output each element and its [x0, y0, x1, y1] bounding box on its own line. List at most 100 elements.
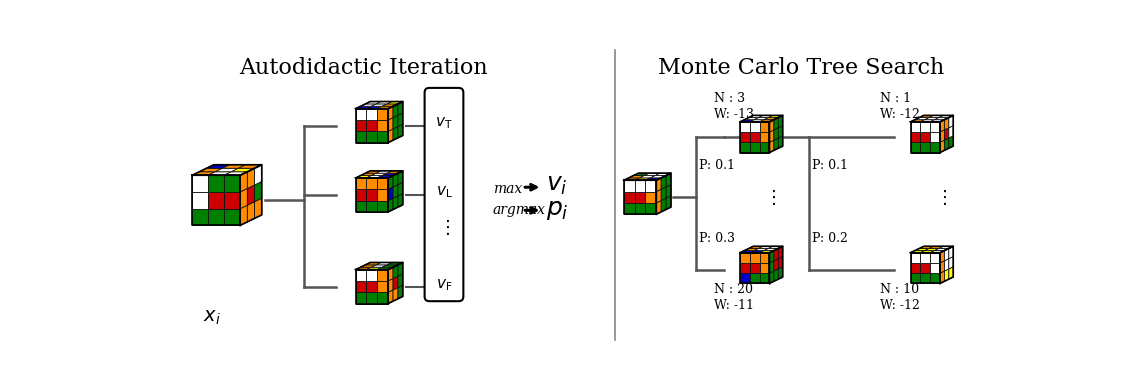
Polygon shape	[740, 263, 750, 273]
Polygon shape	[930, 132, 940, 142]
Polygon shape	[247, 168, 254, 188]
Polygon shape	[356, 269, 366, 281]
Polygon shape	[759, 251, 774, 253]
Polygon shape	[768, 115, 783, 117]
Polygon shape	[920, 251, 935, 253]
Polygon shape	[635, 178, 650, 180]
Polygon shape	[911, 253, 920, 263]
Polygon shape	[366, 189, 377, 201]
Polygon shape	[366, 106, 382, 108]
Polygon shape	[940, 130, 944, 142]
Polygon shape	[376, 171, 392, 173]
Polygon shape	[225, 192, 241, 209]
Polygon shape	[366, 178, 377, 189]
Polygon shape	[759, 273, 770, 283]
Polygon shape	[920, 273, 930, 283]
Polygon shape	[657, 178, 661, 191]
Polygon shape	[774, 128, 779, 140]
Polygon shape	[944, 259, 948, 271]
Polygon shape	[764, 117, 779, 120]
Polygon shape	[366, 292, 377, 303]
Polygon shape	[393, 288, 398, 301]
Polygon shape	[759, 115, 773, 117]
Polygon shape	[356, 106, 372, 108]
Polygon shape	[948, 125, 953, 138]
Polygon shape	[740, 253, 750, 263]
Polygon shape	[759, 122, 770, 132]
Polygon shape	[225, 172, 247, 175]
Polygon shape	[398, 285, 402, 299]
Polygon shape	[740, 122, 750, 132]
Text: P: 0.1: P: 0.1	[812, 159, 848, 172]
Polygon shape	[389, 106, 393, 120]
Polygon shape	[624, 178, 640, 180]
Polygon shape	[360, 173, 376, 176]
Text: W: -12: W: -12	[880, 298, 920, 312]
Polygon shape	[393, 196, 398, 210]
Polygon shape	[657, 201, 661, 214]
Polygon shape	[750, 253, 759, 263]
Polygon shape	[915, 117, 929, 120]
Polygon shape	[944, 249, 948, 261]
Polygon shape	[944, 138, 948, 151]
Polygon shape	[650, 176, 666, 178]
Polygon shape	[393, 127, 398, 140]
Polygon shape	[366, 269, 377, 281]
Polygon shape	[377, 189, 389, 201]
Polygon shape	[372, 173, 388, 176]
Polygon shape	[939, 246, 953, 249]
Text: Monte Carlo Tree Search: Monte Carlo Tree Search	[658, 57, 944, 79]
Polygon shape	[254, 165, 262, 185]
Polygon shape	[640, 176, 656, 178]
Polygon shape	[948, 267, 953, 279]
Polygon shape	[382, 104, 398, 106]
Polygon shape	[920, 122, 930, 132]
Polygon shape	[241, 188, 247, 209]
Polygon shape	[929, 115, 944, 117]
Polygon shape	[624, 203, 635, 214]
Polygon shape	[661, 176, 666, 189]
Polygon shape	[388, 262, 402, 265]
Polygon shape	[356, 108, 366, 120]
Polygon shape	[779, 136, 783, 148]
Polygon shape	[911, 120, 925, 122]
Polygon shape	[666, 185, 671, 198]
Polygon shape	[759, 120, 774, 122]
Polygon shape	[398, 102, 402, 115]
Polygon shape	[930, 251, 944, 253]
Polygon shape	[645, 178, 661, 180]
Polygon shape	[377, 108, 389, 120]
Polygon shape	[940, 120, 944, 132]
Polygon shape	[948, 136, 953, 148]
Polygon shape	[948, 257, 953, 269]
Polygon shape	[206, 165, 230, 168]
Polygon shape	[389, 279, 393, 292]
Polygon shape	[779, 257, 783, 269]
Text: W: -13: W: -13	[715, 108, 755, 120]
Polygon shape	[666, 196, 671, 210]
Polygon shape	[744, 249, 759, 251]
Polygon shape	[393, 104, 398, 118]
Polygon shape	[740, 273, 750, 283]
Polygon shape	[356, 201, 366, 212]
Polygon shape	[377, 106, 393, 108]
Polygon shape	[372, 265, 388, 267]
Polygon shape	[393, 173, 398, 187]
Polygon shape	[764, 249, 779, 251]
Text: $p_i$: $p_i$	[546, 198, 568, 222]
Polygon shape	[770, 140, 774, 152]
Polygon shape	[768, 246, 783, 249]
Polygon shape	[944, 117, 948, 130]
Polygon shape	[366, 102, 381, 104]
Polygon shape	[389, 290, 393, 303]
Polygon shape	[366, 201, 377, 212]
Polygon shape	[389, 198, 393, 212]
Polygon shape	[645, 180, 657, 191]
Polygon shape	[624, 191, 635, 203]
Polygon shape	[930, 273, 940, 283]
Polygon shape	[356, 176, 372, 178]
Polygon shape	[241, 172, 247, 192]
Polygon shape	[382, 173, 398, 176]
Polygon shape	[779, 267, 783, 279]
Text: N : 10: N : 10	[880, 283, 920, 296]
